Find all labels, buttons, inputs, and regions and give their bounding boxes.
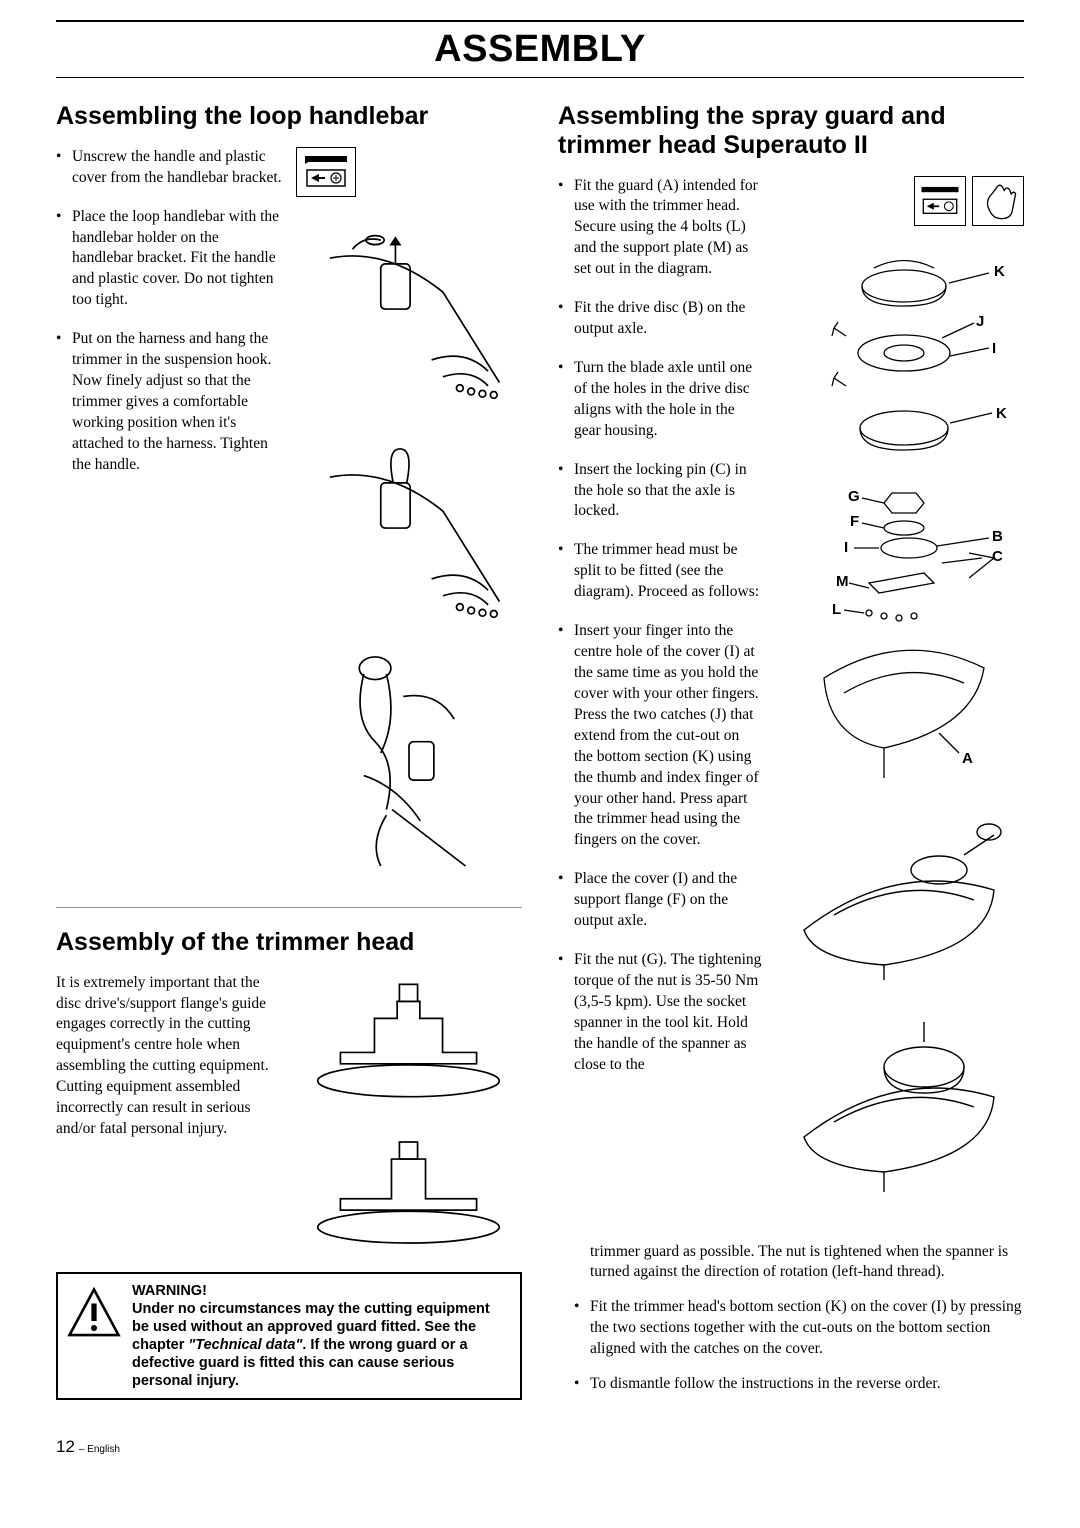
diagram-label: L	[832, 601, 841, 618]
diagram-label: J	[976, 313, 984, 330]
tool-icons-right	[914, 176, 1024, 226]
warning-title: WARNING!	[132, 1283, 207, 1299]
heading-spray-guard: Assembling the spray guard and trimmer h…	[558, 102, 1024, 160]
trimmer-drawing-2	[296, 432, 522, 624]
para-trimmer-head: It is extremely important that the disc …	[56, 973, 283, 1250]
trimmer-drawing-3	[296, 640, 522, 889]
bullet-item: To dismantle follow the instructions in …	[574, 1374, 1024, 1395]
diagram-label: A	[962, 750, 973, 767]
page-number-value: 12	[56, 1437, 75, 1456]
cross-section-2	[295, 1125, 522, 1250]
diagram-label: K	[996, 405, 1007, 422]
final-bullets: Fit the trimmer head's bottom section (K…	[558, 1297, 1024, 1395]
bullets-spray-guard: Fit the guard (A) intended for use with …	[558, 176, 762, 1076]
figures-spray-guard: K J I K G F I B C M L A	[774, 176, 1024, 1236]
assembly-drawing-1	[774, 790, 1024, 980]
warning-text: WARNING! Under no circumstances may the …	[132, 1282, 508, 1391]
diagram-label: B	[992, 528, 1003, 545]
bullet-item: Insert the locking pin (C) in the hole s…	[558, 460, 762, 523]
bullet-item: Fit the drive disc (B) on the output axl…	[558, 298, 762, 340]
tool-icon	[296, 147, 356, 197]
continuation-text: trimmer guard as possible. The nut is ti…	[590, 1242, 1024, 1284]
bullet-item: Fit the nut (G). The tightening torque o…	[558, 950, 762, 1076]
bullet-item: Unscrew the handle and plastic cover fro…	[56, 147, 282, 189]
assembly-drawing-2	[774, 992, 1024, 1192]
diagram-label: I	[992, 340, 996, 357]
page-title: ASSEMBLY	[56, 28, 1024, 71]
warning-box: WARNING! Under no circumstances may the …	[56, 1272, 522, 1401]
text-spray-guard: Fit the guard (A) intended for use with …	[558, 176, 762, 1236]
bullet-item: The trimmer head must be split to be fit…	[558, 540, 762, 603]
warning-icon	[66, 1286, 122, 1342]
text-loop-handlebar: Unscrew the handle and plastic cover fro…	[56, 147, 282, 889]
diagram-label: C	[992, 548, 1003, 565]
block-spray-guard: Fit the guard (A) intended for use with …	[558, 176, 1024, 1236]
right-column: Assembling the spray guard and trimmer h…	[558, 102, 1024, 1409]
trimmer-drawing-1	[296, 213, 522, 416]
bullet-item: Place the cover (I) and the support flan…	[558, 869, 762, 932]
content-columns: Assembling the loop handlebar Unscrew th…	[56, 102, 1024, 1409]
cross-section-1	[295, 973, 522, 1109]
heading-loop-handlebar: Assembling the loop handlebar	[56, 102, 522, 131]
page-lang-label: – English	[79, 1444, 120, 1455]
bullet-item: Place the loop handlebar with the handle…	[56, 207, 282, 312]
bullet-item: Insert your finger into the centre hole …	[558, 621, 762, 851]
bullets-loop-handlebar: Unscrew the handle and plastic cover fro…	[56, 147, 282, 476]
bullet-item: Put on the harness and hang the trimmer …	[56, 329, 282, 475]
figures-loop-handlebar	[296, 147, 522, 889]
block-trimmer-head: It is extremely important that the disc …	[56, 973, 522, 1250]
top-rule	[56, 20, 1024, 22]
title-rule	[56, 77, 1024, 78]
bullet-item: Turn the blade axle until one of the hol…	[558, 358, 762, 442]
arrow-screwdriver-icon	[301, 152, 351, 192]
hand-icon	[972, 176, 1024, 226]
left-column: Assembling the loop handlebar Unscrew th…	[56, 102, 522, 1409]
diagram-label: G	[848, 488, 860, 505]
exploded-diagram: K J I K G F I B C M L A	[774, 238, 1024, 778]
diagram-label: F	[850, 513, 859, 530]
warning-body-em: "Technical data"	[188, 1337, 302, 1353]
figures-trimmer-head	[295, 973, 522, 1250]
page-number: 12 – English	[56, 1437, 1024, 1457]
bullet-item: Fit the trimmer head's bottom section (K…	[574, 1297, 1024, 1360]
heading-trimmer-head: Assembly of the trimmer head	[56, 928, 522, 957]
diagram-label: K	[994, 263, 1005, 280]
arrow-screwdriver-icon	[914, 176, 966, 226]
block-loop-handlebar: Unscrew the handle and plastic cover fro…	[56, 147, 522, 908]
bullet-item: Fit the guard (A) intended for use with …	[558, 176, 762, 281]
diagram-label: M	[836, 573, 849, 590]
diagram-label: I	[844, 539, 848, 556]
